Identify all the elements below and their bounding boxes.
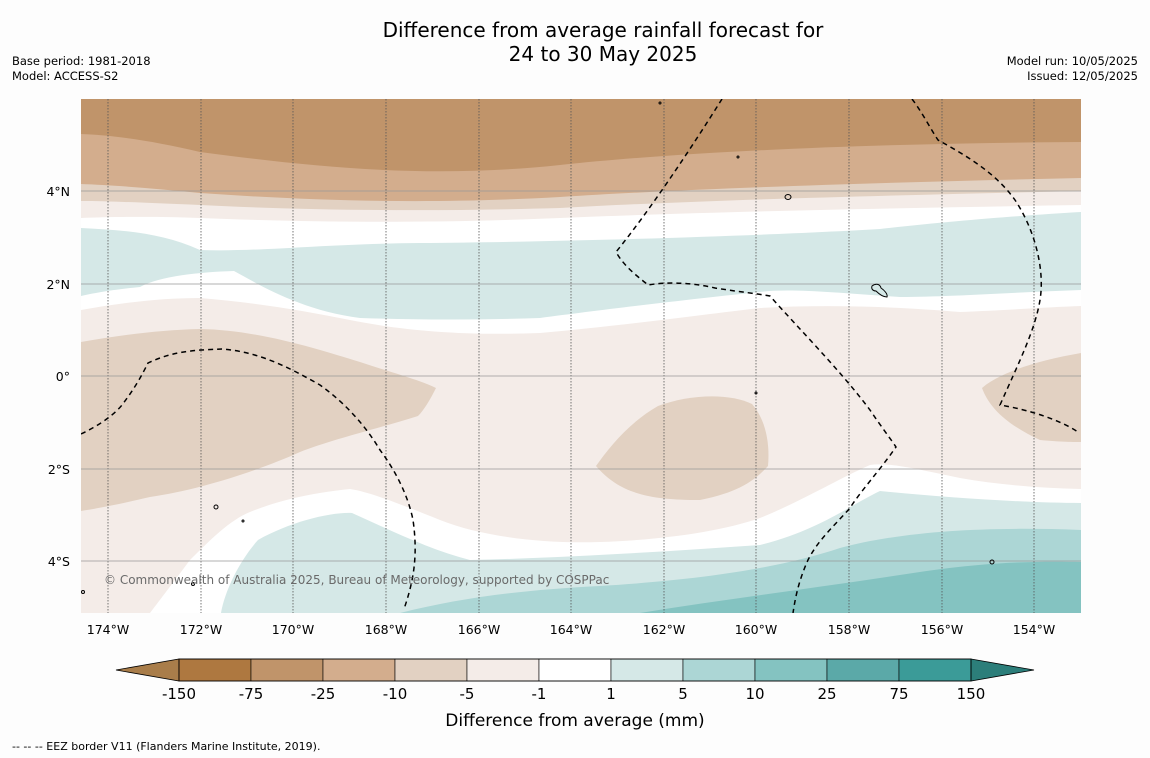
graticule bbox=[81, 99, 1081, 613]
title-line-2: 24 to 30 May 2025 bbox=[508, 42, 698, 66]
lon-label: 156°W bbox=[921, 622, 963, 637]
colorbar-segment bbox=[250, 658, 324, 682]
colorbar-segment bbox=[466, 658, 540, 682]
lat-label: 2°S bbox=[48, 462, 70, 477]
colorbar-tick: -75 bbox=[239, 685, 264, 703]
colorbar-tick: -25 bbox=[311, 685, 336, 703]
issued-date: Issued: 12/05/2025 bbox=[1027, 69, 1138, 83]
lon-label: 158°W bbox=[828, 622, 870, 637]
colorbar-segment bbox=[754, 658, 828, 682]
rainfall-map: © Commonwealth of Australia 2025, Bureau… bbox=[81, 99, 1081, 613]
colorbar-tick: 150 bbox=[957, 685, 986, 703]
colorbar-segment bbox=[538, 658, 612, 682]
colorbar-extend-left bbox=[115, 658, 180, 682]
colorbar-segments bbox=[178, 658, 972, 682]
colorbar-tick: 5 bbox=[678, 685, 688, 703]
colorbar-extend-right bbox=[970, 658, 1035, 682]
land-outline bbox=[81, 101, 995, 594]
lon-label: 170°W bbox=[272, 622, 314, 637]
colorbar-label: Difference from average (mm) bbox=[445, 711, 704, 731]
lon-label: 168°W bbox=[365, 622, 407, 637]
colorbar-segment bbox=[682, 658, 756, 682]
colorbar-tick: -150 bbox=[162, 685, 196, 703]
chart-title: Difference from average rainfall forecas… bbox=[0, 18, 1150, 66]
colorbar-tick: 10 bbox=[745, 685, 764, 703]
colorbar-segment bbox=[322, 658, 396, 682]
lon-label: 162°W bbox=[643, 622, 685, 637]
colorbar-tick: -5 bbox=[460, 685, 475, 703]
colorbar-tick: 25 bbox=[817, 685, 836, 703]
colorbar-tick: 1 bbox=[606, 685, 616, 703]
lon-label: 154°W bbox=[1013, 622, 1055, 637]
colorbar-ticks: -150 -75 -25 -10 -5 -1 1 5 10 25 75 150 bbox=[162, 685, 985, 703]
lat-axis: 4°N 2°N 0° 2°S 4°S bbox=[46, 184, 70, 569]
lon-label: 164°W bbox=[550, 622, 592, 637]
region-central-brown bbox=[596, 396, 769, 500]
lon-label: 172°W bbox=[180, 622, 222, 637]
colorbar-segment bbox=[178, 658, 252, 682]
colorbar-tick: -1 bbox=[532, 685, 547, 703]
lon-axis: 174°W 172°W 170°W 168°W 166°W 164°W 162°… bbox=[87, 622, 1055, 637]
model-run: Model run: 10/05/2025 bbox=[1006, 54, 1138, 68]
title-line-1: Difference from average rainfall forecas… bbox=[382, 18, 824, 42]
colorbar-segment bbox=[610, 658, 684, 682]
lat-label: 0° bbox=[56, 369, 70, 384]
lon-label: 174°W bbox=[87, 622, 129, 637]
band-n-75 bbox=[81, 99, 1081, 172]
lon-label: 160°W bbox=[735, 622, 777, 637]
lat-label: 2°N bbox=[46, 277, 70, 292]
colorbar-tick: -10 bbox=[383, 685, 408, 703]
lat-label: 4°S bbox=[48, 554, 70, 569]
region-west-brown bbox=[81, 329, 436, 511]
colorbar-segment bbox=[826, 658, 900, 682]
region-east-brown bbox=[982, 353, 1081, 442]
colorbar-segment bbox=[394, 658, 468, 682]
band-s-25 bbox=[640, 561, 1081, 613]
colorbar-segment bbox=[898, 658, 972, 682]
band-teal-north bbox=[81, 212, 1081, 320]
meta-left: Base period: 1981-2018 Model: ACCESS-S2 bbox=[12, 54, 151, 84]
eez-legend-note: -- -- -- EEZ border V11 (Flanders Marine… bbox=[12, 740, 321, 753]
eez-border bbox=[81, 99, 1079, 613]
lon-label: 166°W bbox=[458, 622, 500, 637]
copyright-text: © Commonwealth of Australia 2025, Bureau… bbox=[104, 573, 609, 587]
colorbar: -150 -75 -25 -10 -5 -1 1 5 10 25 75 150 … bbox=[115, 658, 1035, 731]
meta-right: Model run: 10/05/2025 Issued: 12/05/2025 bbox=[1007, 54, 1138, 84]
colorbar-tick: 75 bbox=[889, 685, 908, 703]
base-period: Base period: 1981-2018 bbox=[12, 54, 151, 68]
model-name: Model: ACCESS-S2 bbox=[12, 69, 119, 83]
lat-label: 4°N bbox=[46, 184, 70, 199]
